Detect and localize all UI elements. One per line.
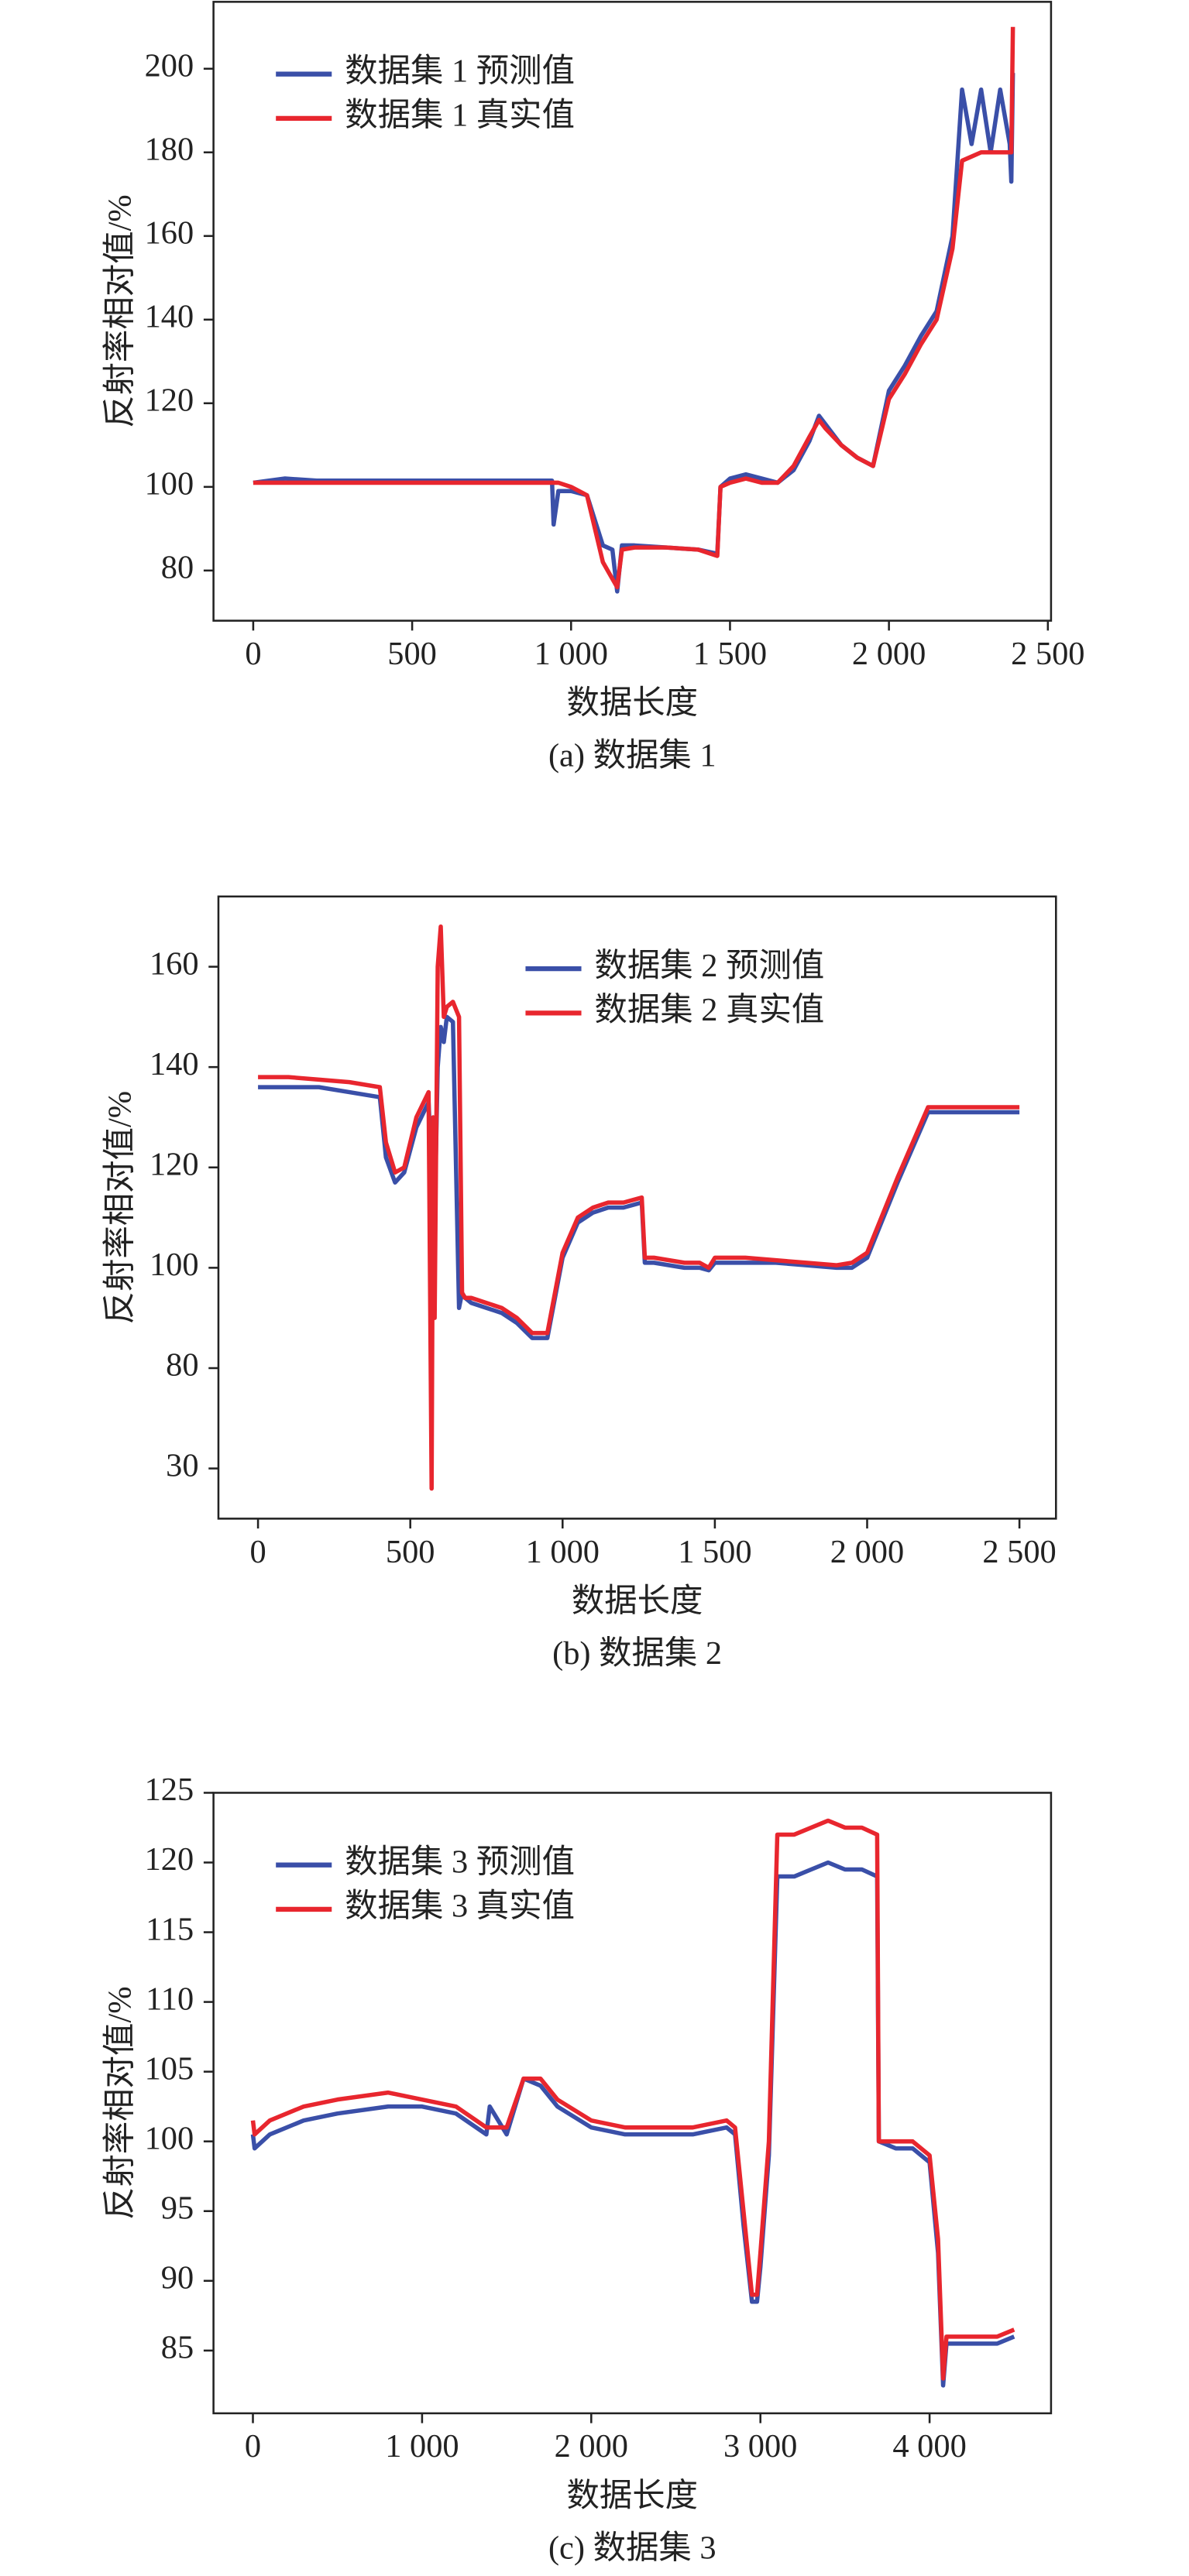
y-tick-label: 85 bbox=[161, 2330, 194, 2366]
legend-label: 数据集 2 真实值 bbox=[594, 992, 824, 1028]
y-tick-label: 140 bbox=[149, 1046, 199, 1082]
x-tick-label: 1 500 bbox=[678, 1534, 751, 1570]
caption: (b) 数据集 2 bbox=[552, 1635, 722, 1672]
y-tick-label: 100 bbox=[145, 2120, 194, 2156]
y-tick-label: 100 bbox=[145, 466, 194, 503]
y-tick-label: 160 bbox=[145, 215, 194, 252]
y-tick-label: 115 bbox=[146, 1911, 194, 1947]
x-tick-label: 2 000 bbox=[555, 2428, 628, 2465]
x-tick-label: 2 000 bbox=[852, 636, 926, 672]
y-tick-label: 105 bbox=[145, 2050, 194, 2087]
x-tick-label: 4 000 bbox=[892, 2428, 966, 2465]
series-line bbox=[258, 1014, 1020, 1340]
x-axis-label: 数据长度 bbox=[566, 685, 698, 722]
y-tick-label: 90 bbox=[161, 2260, 194, 2296]
y-tick-label: 30 bbox=[166, 1447, 198, 1484]
y-axis-label: 反射率相对值/% bbox=[102, 194, 139, 427]
series-line bbox=[253, 26, 1015, 590]
y-tick-label: 100 bbox=[149, 1247, 199, 1283]
legend-label: 数据集 2 预测值 bbox=[594, 948, 824, 984]
x-tick-label: 1 500 bbox=[693, 636, 767, 672]
x-tick-label: 0 bbox=[249, 1534, 266, 1570]
x-tick-label: 2 500 bbox=[982, 1534, 1056, 1570]
y-tick-label: 80 bbox=[166, 1347, 198, 1384]
x-tick-label: 0 bbox=[245, 636, 261, 672]
series-line bbox=[250, 1860, 1015, 2388]
y-tick-label: 120 bbox=[145, 1841, 194, 1878]
y-axis-label: 反射率相对值/% bbox=[102, 1986, 139, 2219]
y-tick-label: 110 bbox=[146, 1981, 194, 2017]
y-tick-label: 180 bbox=[145, 132, 194, 168]
x-tick-label: 2 500 bbox=[1011, 636, 1084, 672]
y-tick-label: 120 bbox=[149, 1147, 199, 1183]
x-tick-label: 500 bbox=[387, 636, 437, 672]
x-axis-label: 数据长度 bbox=[572, 1583, 703, 1619]
x-tick-label: 500 bbox=[386, 1534, 435, 1570]
y-tick-label: 95 bbox=[161, 2190, 194, 2226]
y-tick-label: 125 bbox=[145, 1772, 194, 1808]
y-tick-label: 80 bbox=[161, 550, 194, 586]
y-tick-label: 140 bbox=[145, 299, 194, 335]
x-tick-label: 1 000 bbox=[385, 2428, 459, 2465]
caption: (a) 数据集 1 bbox=[548, 737, 716, 773]
y-tick-label: 160 bbox=[149, 945, 199, 982]
x-tick-label: 0 bbox=[245, 2428, 261, 2465]
plot-frame bbox=[212, 1792, 1053, 2415]
legend-label: 数据集 1 真实值 bbox=[345, 98, 575, 134]
chart-panel: 80 100 120 140 160 180 200 0 500 1 000 1 500 2 000 2… bbox=[102, 1, 1084, 773]
caption: (c) 数据集 3 bbox=[548, 2530, 716, 2567]
series-line bbox=[253, 73, 1015, 594]
series-line bbox=[250, 1818, 1015, 2381]
x-tick-label: 3 000 bbox=[723, 2428, 797, 2465]
chart-panel: 85 90 95 100 105 110 115 120 125 0 1 000 2 000 3 000… bbox=[102, 1772, 1053, 2567]
x-axis-label: 数据长度 bbox=[566, 2478, 698, 2514]
legend-label: 数据集 3 预测值 bbox=[345, 1844, 575, 1880]
chart-panel: 30 80 100 120 140 160 0 500 1 000 1 500 2 000 2 500… bbox=[102, 895, 1057, 1672]
legend-label: 数据集 1 预测值 bbox=[345, 53, 575, 89]
y-tick-label: 200 bbox=[145, 47, 194, 84]
x-tick-label: 1 000 bbox=[534, 636, 608, 672]
x-tick-label: 1 000 bbox=[526, 1534, 600, 1570]
legend-label: 数据集 3 真实值 bbox=[345, 1888, 575, 1925]
x-tick-label: 2 000 bbox=[830, 1534, 904, 1570]
y-tick-label: 120 bbox=[145, 382, 194, 419]
y-axis-label: 反射率相对值/% bbox=[102, 1091, 139, 1324]
series-line bbox=[258, 924, 1020, 1491]
plot-frame bbox=[217, 895, 1057, 1520]
plot-frame bbox=[212, 1, 1053, 622]
